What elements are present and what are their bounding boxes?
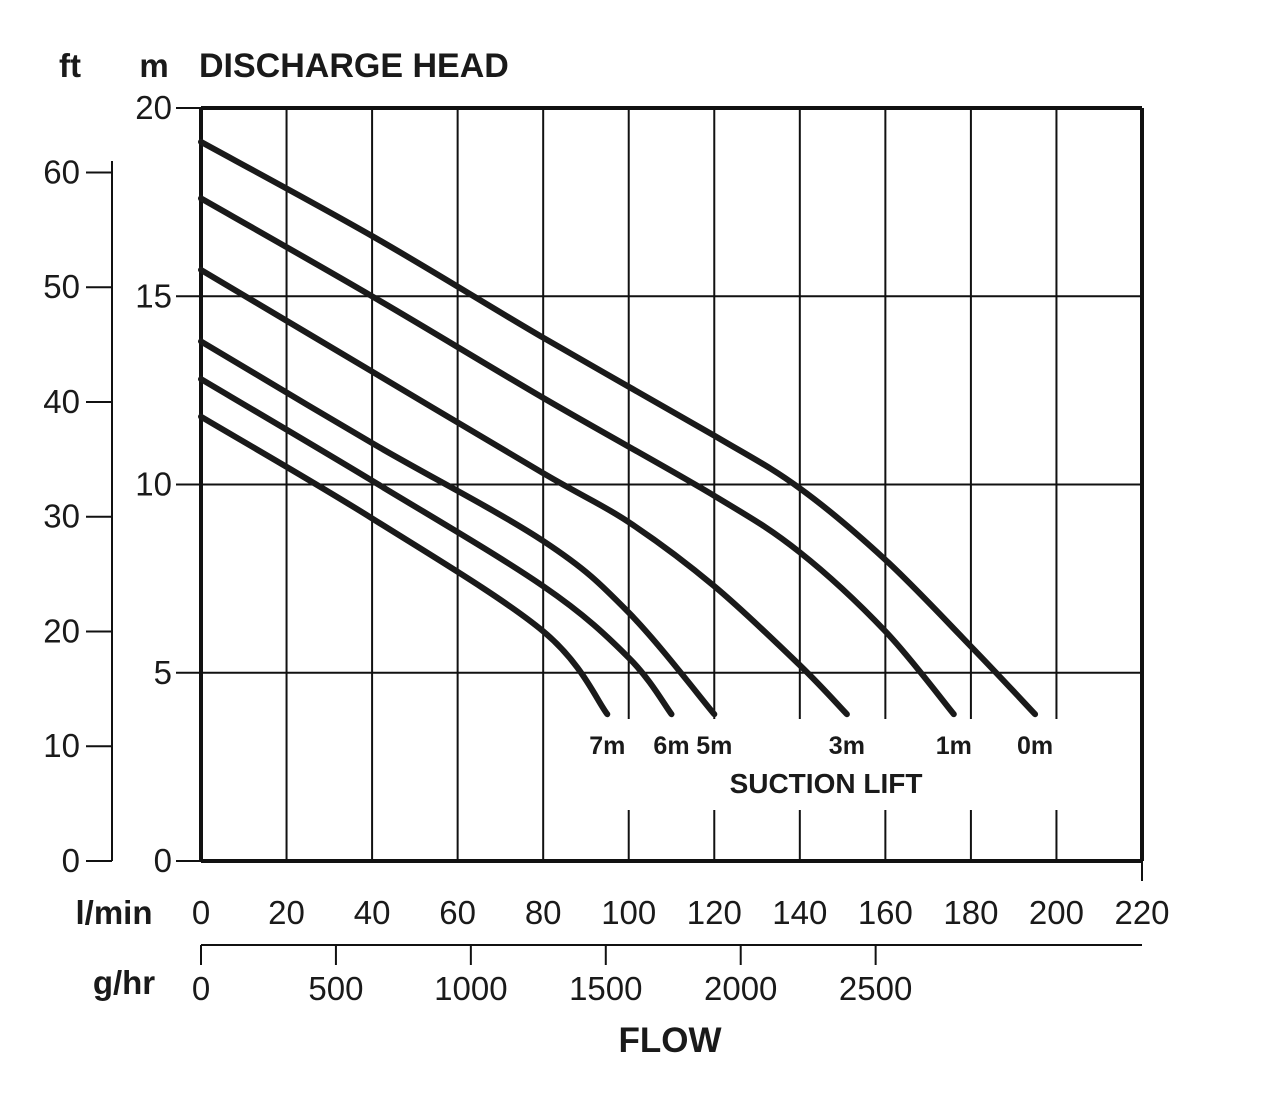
- labels: ft m DISCHARGE HEAD l/min g/hr SUCTION L…: [59, 47, 922, 1060]
- chart-title: DISCHARGE HEAD: [199, 47, 509, 85]
- x-tick-label: 120: [687, 894, 742, 931]
- series-curve-7m: [198, 413, 611, 718]
- ft-tick-label: 30: [43, 498, 80, 535]
- ghr-tick-label: 2000: [704, 970, 777, 1007]
- ghr-tick-label: 1000: [434, 970, 507, 1007]
- series-label-6m: 6m: [653, 732, 689, 760]
- series-label-3m: 3m: [829, 732, 865, 760]
- ft-tick-label: 10: [43, 727, 80, 764]
- series-curve-1m: [198, 195, 957, 718]
- series-label-5m: 5m: [696, 732, 732, 760]
- suction-lift-caption: SUCTION LIFT: [730, 768, 923, 799]
- series-curve-3m: [198, 266, 850, 718]
- ft-tick-label: 60: [43, 153, 80, 190]
- y-tick-label: 10: [135, 466, 172, 503]
- x-tick-label: 80: [525, 894, 562, 931]
- ft-tick-label: 0: [62, 842, 80, 879]
- x-tick-label: 60: [439, 894, 476, 931]
- series-curve-5m: [198, 338, 718, 718]
- ft-tick-label: 50: [43, 268, 80, 305]
- lmin-unit-label: l/min: [75, 894, 152, 931]
- ghr-tick-label: 2500: [839, 970, 912, 1007]
- x-tick-label: 140: [772, 894, 827, 931]
- y-tick-label: 20: [135, 89, 172, 126]
- m-unit-label: m: [139, 47, 168, 84]
- series-label-7m: 7m: [589, 732, 625, 760]
- x-tick-label: 220: [1114, 894, 1169, 931]
- ft-tick-label: 20: [43, 612, 80, 649]
- series-curve-0m: [198, 138, 1039, 718]
- ghr-unit-label: g/hr: [93, 964, 155, 1001]
- x-tick-label: 100: [601, 894, 656, 931]
- ghr-tick-label: 1500: [569, 970, 642, 1007]
- x-tick-label: 40: [354, 894, 391, 931]
- x-axis-title: FLOW: [618, 1021, 721, 1060]
- x-tick-label: 0: [192, 894, 210, 931]
- ft-tick-label: 40: [43, 383, 80, 420]
- x-tick-label: 180: [943, 894, 998, 931]
- x-tick-label: 20: [268, 894, 305, 931]
- ft-unit-label: ft: [59, 47, 81, 84]
- series-label-0m: 0m: [1017, 732, 1053, 760]
- ghr-tick-label: 0: [192, 970, 210, 1007]
- x-tick-label: 160: [858, 894, 913, 931]
- ghr-tick-label: 500: [308, 970, 363, 1007]
- x-tick-label: 200: [1029, 894, 1084, 931]
- y-tick-label: 5: [154, 654, 172, 691]
- series-curve-6m: [198, 376, 675, 718]
- y-tick-label: 0: [154, 842, 172, 879]
- grid: [201, 108, 1142, 861]
- series-label-1m: 1m: [936, 732, 972, 760]
- y-tick-label: 15: [135, 277, 172, 314]
